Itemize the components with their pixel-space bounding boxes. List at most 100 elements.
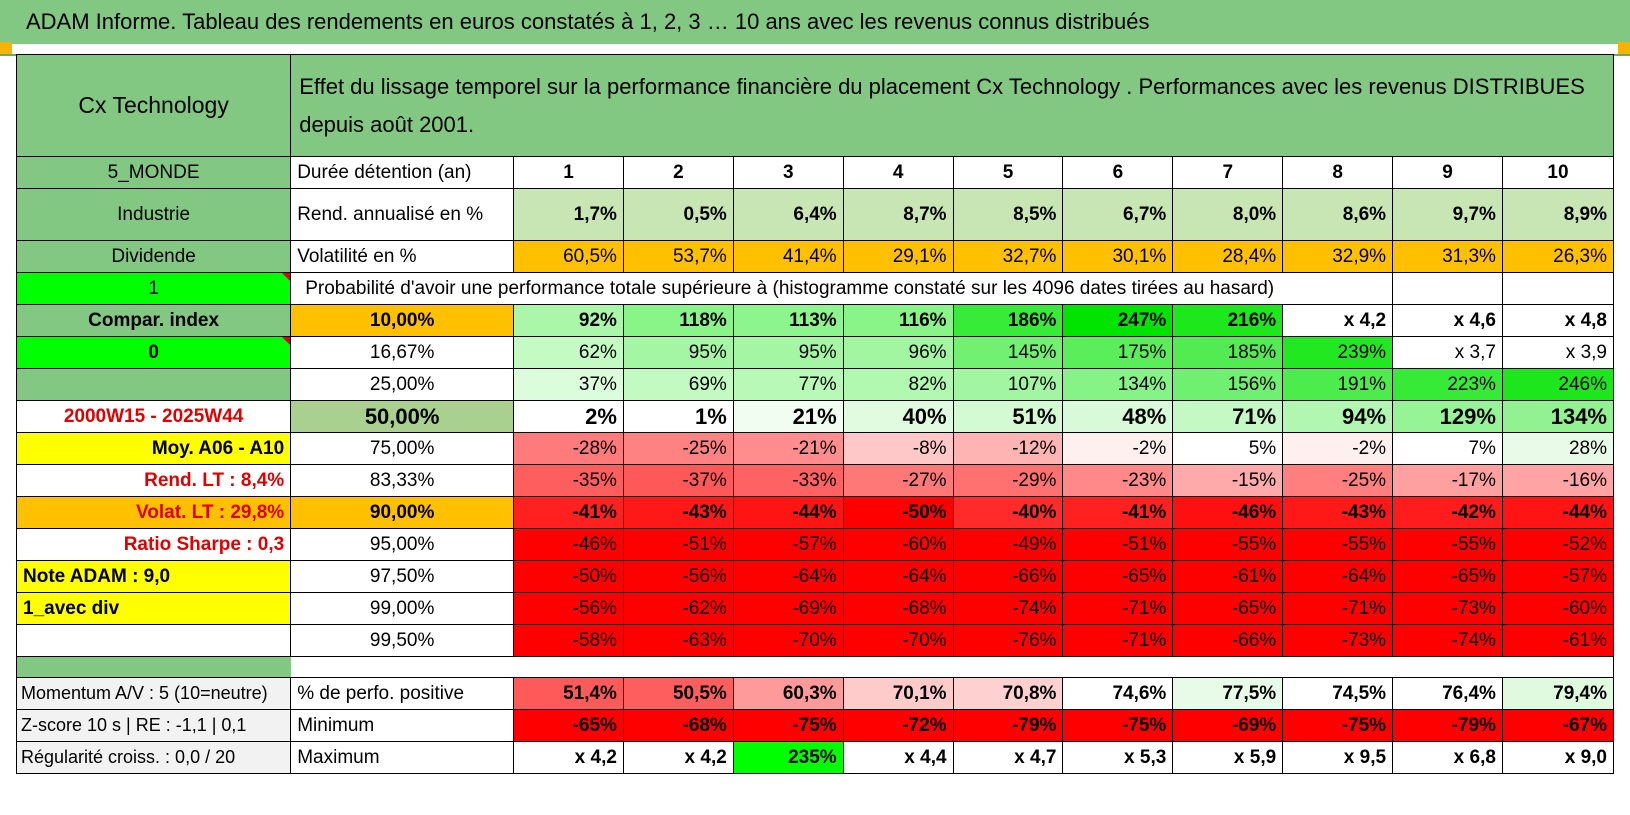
- stats-row: Z-score 10 s | RE : -1,1 | 0,1 Minimum -65…: [15, 709, 1615, 742]
- probability-value: -57%: [1501, 560, 1615, 593]
- year-header: 5: [952, 156, 1064, 189]
- probability-value: -40%: [952, 496, 1064, 529]
- probability-value: -56%: [513, 592, 624, 625]
- probability-value: 92%: [513, 304, 624, 337]
- year-header: 8: [1282, 156, 1394, 189]
- year-header: 1: [513, 156, 624, 189]
- maximum-value: x 9,5: [1282, 741, 1394, 774]
- probability-value: -29%: [952, 464, 1064, 497]
- rend-value: 0,5%: [622, 188, 734, 241]
- probability-value: -55%: [1282, 528, 1394, 561]
- probability-row: 99,50% -58% -63% -70% -70% -76% -71% -66% -73% -7…: [15, 624, 1615, 657]
- threshold-pct: 99,00%: [290, 592, 515, 625]
- probability-value: -66%: [952, 560, 1064, 593]
- probability-value: -62%: [622, 592, 734, 625]
- probability-value: -43%: [1282, 496, 1394, 529]
- probability-value: x 3,7: [1392, 336, 1503, 369]
- probability-value: -57%: [732, 528, 844, 561]
- minimum-value: -75%: [1282, 709, 1394, 742]
- positive-value: 50,5%: [622, 677, 734, 710]
- maximum-value: x 5,3: [1062, 741, 1174, 774]
- probability-value: -51%: [622, 528, 734, 561]
- maximum-value: x 4,4: [842, 741, 954, 774]
- probability-value: -71%: [1062, 592, 1174, 625]
- probability-value: -70%: [732, 624, 844, 657]
- threshold-pct: 25,00%: [290, 368, 515, 401]
- probability-value: -68%: [842, 592, 954, 625]
- probability-value: -64%: [842, 560, 954, 593]
- threshold-pct: 83,33%: [290, 464, 515, 497]
- probability-value: 62%: [513, 336, 624, 369]
- flag-one-cell: 1: [15, 272, 292, 305]
- adam-note-label: Note ADAM : 9,0: [15, 560, 292, 593]
- probability-value: 95%: [732, 336, 844, 369]
- threshold-pct: 97,50%: [290, 560, 515, 593]
- probability-value: -46%: [1172, 496, 1284, 529]
- performance-sheet: Cx Technology Effet du lissage temporel …: [15, 54, 1615, 815]
- probability-value: -25%: [622, 432, 734, 465]
- stats-row: Régularité croiss. : 0,0 / 20 Maximum x 4,…: [15, 741, 1615, 774]
- probability-value: 71%: [1172, 400, 1284, 433]
- minimum-value: -75%: [732, 709, 844, 742]
- probability-value: -42%: [1392, 496, 1503, 529]
- probability-value: -66%: [1172, 624, 1284, 657]
- probability-value: -52%: [1501, 528, 1615, 561]
- probability-value: -71%: [1282, 592, 1394, 625]
- empty-cell: [1392, 272, 1503, 305]
- volatility-value: 28,4%: [1172, 240, 1284, 273]
- probability-row: 25,00% 37% 69% 77% 82% 107% 134% 156% 191% 223% 24…: [15, 368, 1615, 401]
- probability-value: -17%: [1392, 464, 1503, 497]
- probability-row: Moy. A06 - A10 75,00% -28% -25% -21% -8% -12% -…: [15, 432, 1615, 465]
- probability-value: 37%: [513, 368, 624, 401]
- probability-row: 1_avec div 99,00% -56% -62% -69% -68% -74% -71%…: [15, 592, 1615, 625]
- probability-value: -60%: [1501, 592, 1615, 625]
- separator-green-cell: [15, 656, 291, 678]
- probability-value: 223%: [1392, 368, 1503, 401]
- probability-value: -35%: [513, 464, 624, 497]
- zscore-label: Z-score 10 s | RE : -1,1 | 0,1: [15, 709, 292, 742]
- probability-value: 28%: [1501, 432, 1615, 465]
- probability-value: -55%: [1392, 528, 1503, 561]
- probability-value: 69%: [622, 368, 734, 401]
- maximum-value: x 6,8: [1392, 741, 1503, 774]
- threshold-pct: 90,00%: [290, 496, 515, 529]
- probability-value: 216%: [1172, 304, 1284, 337]
- empty-cell: [15, 624, 292, 657]
- minimum-value: -65%: [513, 709, 624, 742]
- positive-value: 74,6%: [1062, 677, 1174, 710]
- probability-label: Probabilité d'avoir une performance tota…: [290, 272, 1394, 305]
- positive-value: 70,8%: [952, 677, 1064, 710]
- category-label: 5_MONDE: [15, 156, 292, 189]
- report-title: ADAM Informe. Tableau des rendements en …: [0, 0, 1630, 44]
- maximum-value: x 4,2: [513, 741, 624, 774]
- probability-value: -16%: [1501, 464, 1615, 497]
- probability-value: 113%: [732, 304, 844, 337]
- probability-value: -27%: [842, 464, 954, 497]
- minimum-label: Minimum: [290, 709, 515, 742]
- empty-cell: [1501, 272, 1615, 305]
- probability-value: x 4,6: [1392, 304, 1503, 337]
- rend-value: 8,5%: [952, 188, 1064, 241]
- momentum-label: Momentum A/V : 5 (10=neutre): [15, 677, 292, 710]
- maximum-value: x 5,9: [1172, 741, 1284, 774]
- probability-value: -64%: [1282, 560, 1394, 593]
- avec-div-label: 1_avec div: [15, 592, 292, 625]
- probability-value: -73%: [1282, 624, 1394, 657]
- probability-value: 5%: [1172, 432, 1284, 465]
- empty-green-cell: [15, 368, 292, 401]
- rend-value: 8,6%: [1282, 188, 1394, 241]
- year-header: 7: [1172, 156, 1284, 189]
- volat-lt-label: Volat. LT : 29,8%: [15, 496, 292, 529]
- probability-value: 21%: [732, 400, 844, 433]
- probability-value: -50%: [842, 496, 954, 529]
- threshold-pct: 16,67%: [290, 336, 515, 369]
- compar-index-label: Compar. index: [15, 304, 292, 337]
- left-corner-mark: [0, 42, 12, 54]
- threshold-pct: 95,00%: [290, 528, 515, 561]
- probability-value: x 4,8: [1501, 304, 1615, 337]
- probability-value: 145%: [952, 336, 1064, 369]
- threshold-pct: 10,00%: [290, 304, 515, 337]
- probability-value: -51%: [1062, 528, 1174, 561]
- probability-row: Ratio Sharpe : 0,3 95,00% -46% -51% -57% -60%…: [15, 528, 1615, 561]
- probability-value: 7%: [1392, 432, 1503, 465]
